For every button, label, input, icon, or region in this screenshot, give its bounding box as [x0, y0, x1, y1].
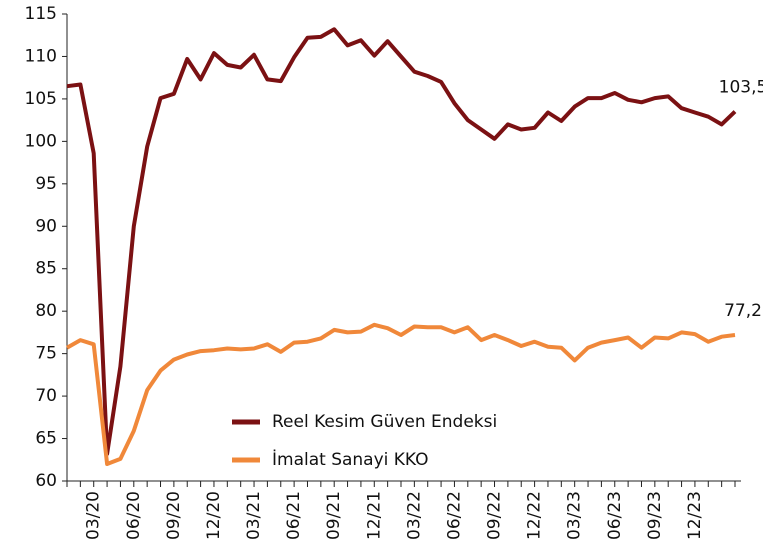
y-tick-label: 115	[25, 4, 57, 24]
x-tick-label: 12/21	[364, 491, 384, 540]
y-tick-label: 60	[35, 471, 57, 491]
y-tick-label: 110	[25, 46, 57, 66]
y-tick-label: 70	[35, 386, 57, 406]
series-line	[66, 27, 737, 456]
legend-label: Reel Kesim Güven Endeksi	[272, 412, 497, 432]
y-tick-label: 80	[35, 301, 57, 321]
x-tick-label: 06/23	[605, 491, 625, 540]
x-tick-label: 03/21	[244, 491, 264, 540]
x-tick-label: 12/22	[525, 491, 545, 540]
series-line	[66, 322, 736, 466]
x-tick-label: 12/20	[204, 491, 224, 540]
x-tick-label: 09/22	[485, 491, 505, 540]
x-tick-label: 03/23	[565, 491, 585, 540]
x-tick-label: 09/23	[645, 491, 665, 540]
y-tick-label: 100	[25, 131, 57, 151]
x-tick-label: 12/23	[685, 491, 705, 540]
x-tick-label: 09/20	[164, 491, 184, 540]
x-tick-label: 06/20	[124, 491, 144, 540]
y-tick-label: 85	[35, 259, 57, 279]
x-tick-label: 03/20	[84, 491, 104, 540]
y-tick-label: 75	[35, 344, 57, 364]
x-tick-label: 03/22	[404, 491, 424, 540]
data-label: 103,5	[719, 78, 763, 98]
y-tick-label: 65	[35, 429, 57, 449]
legend-label: İmalat Sanayi KKO	[272, 449, 429, 470]
x-tick-label: 06/22	[444, 491, 464, 540]
y-tick-label: 105	[25, 89, 57, 109]
y-tick-label: 90	[35, 216, 57, 236]
x-tick-label: 06/21	[284, 491, 304, 540]
data-label: 77,2	[724, 301, 762, 321]
x-tick-label: 09/21	[324, 491, 344, 540]
y-tick-label: 95	[35, 174, 57, 194]
